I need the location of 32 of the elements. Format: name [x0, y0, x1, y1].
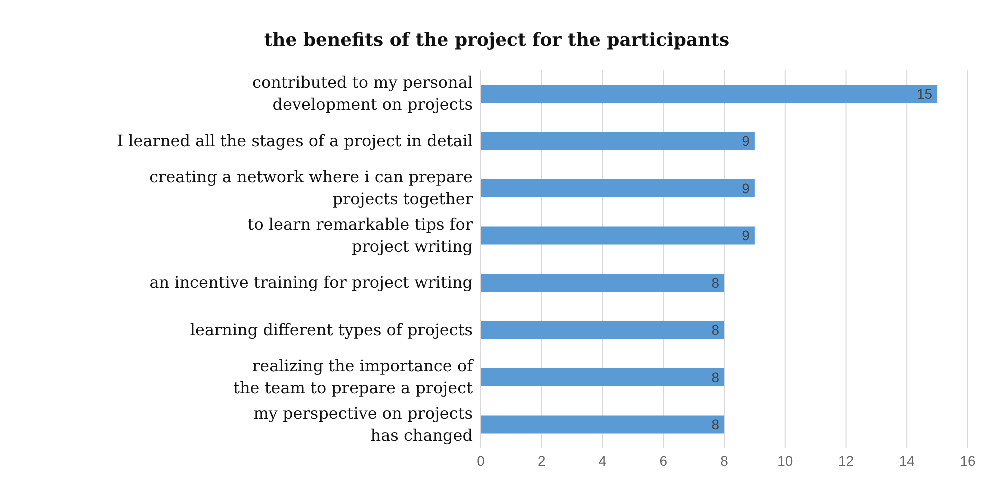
y-tick-label: I learned all the stages of a project in detail [117, 131, 473, 150]
y-tick-label: an incentive training for project writing [150, 273, 473, 292]
x-tick-label: 8 [720, 452, 729, 469]
bar [481, 85, 938, 103]
data-label: 8 [712, 416, 720, 433]
x-tick-label: 16 [960, 452, 976, 469]
data-label: 8 [712, 369, 720, 386]
data-label: 9 [742, 228, 750, 244]
data-label: 9 [742, 180, 750, 196]
x-tick-label: 6 [660, 452, 668, 469]
y-tick-label: learning different types of projects [190, 320, 473, 340]
x-tick-label: 0 [477, 452, 486, 469]
bar [481, 368, 724, 386]
x-tick-label: 2 [538, 452, 546, 469]
chart-title: the benefits of the project for the participants [263, 30, 731, 51]
data-label: 15 [916, 86, 933, 102]
y-tick-label: to learn remarkable tips for project writing [248, 214, 474, 256]
bar [481, 274, 724, 292]
bar [481, 321, 724, 340]
bar [481, 226, 755, 245]
bar [481, 416, 724, 434]
data-label: 8 [712, 274, 720, 291]
x-tick-label: 10 [778, 452, 794, 469]
x-tick-label: 12 [838, 452, 854, 469]
bar [481, 180, 755, 198]
y-tick-label: contributed to my personal development on projects [252, 73, 473, 114]
bar [481, 132, 755, 150]
data-label: 8 [712, 322, 720, 338]
y-tick-label: my perspective on projects has changed [254, 404, 473, 445]
x-tick-label: 4 [598, 452, 607, 469]
data-label: 9 [742, 133, 750, 150]
x-tick-label: 14 [899, 452, 916, 469]
